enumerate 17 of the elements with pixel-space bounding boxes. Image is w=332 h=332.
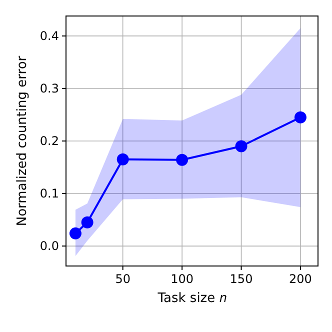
y-tick-label: 0.1 xyxy=(40,186,59,201)
y-tick-label: 0.0 xyxy=(40,239,59,254)
point xyxy=(116,153,129,166)
x-tick-label: 50 xyxy=(115,272,130,286)
point xyxy=(69,227,82,240)
y-axis-title: Normalized counting error xyxy=(15,55,30,226)
x-tick-label: 100 xyxy=(170,272,194,286)
x-tick-label: 200 xyxy=(289,272,312,286)
x-tick-label: 150 xyxy=(230,272,253,286)
y-tick-label: 0.2 xyxy=(40,134,59,148)
x-axis-title: Task size 𝑛 xyxy=(156,291,226,306)
y-tick-label: 0.3 xyxy=(40,81,59,96)
point xyxy=(294,111,306,124)
y-tick-label: 0.4 xyxy=(40,28,59,43)
point xyxy=(176,154,188,166)
point xyxy=(235,140,248,152)
point xyxy=(81,216,94,228)
